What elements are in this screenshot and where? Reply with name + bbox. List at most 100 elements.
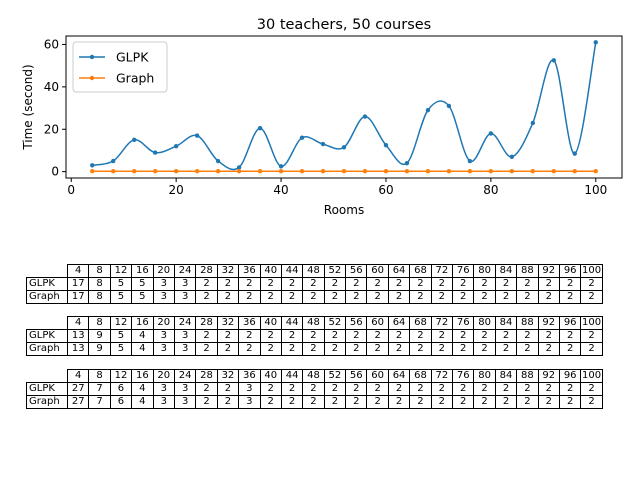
table-cell: 3 xyxy=(173,395,197,409)
data-point xyxy=(551,58,557,63)
table-cell: 2 xyxy=(452,395,475,409)
table-cell: 3 xyxy=(173,342,197,356)
table-cell: 2 xyxy=(280,290,304,304)
table-header-cell: 4 xyxy=(66,316,90,330)
table-header-cell: 12 xyxy=(109,316,133,330)
table-cell: 2 xyxy=(216,342,240,356)
table-header-cell: 16 xyxy=(131,316,154,330)
table-row: Graph 17 8 5 5 3 3 2 2 2 2 2 2 2 2 2 2 2 2 2 2 2 2 2 2 2 xyxy=(26,290,603,304)
table-header-cell: 64 xyxy=(387,264,411,278)
data-point xyxy=(90,163,95,168)
table-cell: 2 xyxy=(302,290,325,304)
data-point xyxy=(257,169,263,174)
table-header-cell: 80 xyxy=(473,264,496,278)
table-cell: 2 xyxy=(494,382,518,396)
table-cell: 2 xyxy=(473,290,496,304)
table-corner xyxy=(27,370,68,383)
data-point xyxy=(299,169,305,174)
table-cell: 8 xyxy=(88,277,111,291)
table-cell: 2 xyxy=(302,342,325,356)
table-header-cell: 40 xyxy=(259,264,282,278)
table-cell: 2 xyxy=(558,290,582,304)
data-point xyxy=(509,169,515,174)
table-cell: 3 xyxy=(152,277,175,291)
table-cell: 2 xyxy=(537,342,560,356)
series-line-glpk xyxy=(92,42,597,171)
data-point xyxy=(383,142,389,148)
table-header-cell: 88 xyxy=(516,316,539,330)
table-cell: 2 xyxy=(259,329,282,343)
table-cell: 2 xyxy=(537,382,560,396)
legend-label: Graph xyxy=(116,71,154,86)
table-header-cell: 76 xyxy=(452,369,475,383)
data-point xyxy=(362,169,368,174)
y-tick-label: 20 xyxy=(44,122,59,136)
table-cell: 2 xyxy=(195,290,218,304)
table-cell: 2 xyxy=(323,382,347,396)
table-cell: 2 xyxy=(387,290,411,304)
table-header-cell: 48 xyxy=(302,369,325,383)
table-cell: 2 xyxy=(280,329,304,343)
table-cell: 2 xyxy=(216,395,240,409)
table-row-label: Graph xyxy=(26,342,68,356)
table-header-cell: 52 xyxy=(323,264,347,278)
y-tick-label: 40 xyxy=(44,80,59,94)
table-header-cell: 68 xyxy=(409,316,432,330)
table-cell: 2 xyxy=(280,277,304,291)
axes-frame xyxy=(65,35,623,179)
table-header-row: 4 8 12 16 20 24 28 32 36 40 44 48 52 56 60 64 68 72 76 80 84… xyxy=(27,369,603,383)
table-cell: 17 xyxy=(66,290,90,304)
x-tick-label: 0 xyxy=(67,183,75,197)
data-point xyxy=(593,40,598,45)
table-cell: 7 xyxy=(88,382,111,396)
table-cell: 2 xyxy=(430,290,454,304)
data-point xyxy=(572,151,577,156)
table-cell: 2 xyxy=(430,329,454,343)
table-header-cell: 8 xyxy=(88,316,111,330)
table-header-cell: 72 xyxy=(430,316,454,330)
table-header-cell: 40 xyxy=(259,316,282,330)
x-axis-label: Rooms xyxy=(324,203,364,217)
table-cell: 2 xyxy=(580,277,603,291)
table-cell: 27 xyxy=(66,382,90,396)
table-header-cell: 20 xyxy=(152,316,175,330)
table-cell: 2 xyxy=(259,290,282,304)
table-cell: 2 xyxy=(238,277,261,291)
data-point xyxy=(530,120,536,126)
table-cell: 2 xyxy=(452,382,475,396)
table-cell: 5 xyxy=(131,277,154,291)
table-cell: 2 xyxy=(409,329,432,343)
table-cell: 2 xyxy=(537,290,560,304)
data-point xyxy=(467,158,473,164)
data-point xyxy=(446,103,452,109)
table-cell: 2 xyxy=(516,277,539,291)
table-cell: 2 xyxy=(494,290,518,304)
table-row: GLPK 17 8 5 5 3 3 2 2 2 2 2 2 2 2 2 2 2 2 2 2 2 2 2 2 2 xyxy=(26,277,603,291)
table-cell: 2 xyxy=(409,290,432,304)
table-header-cell: 36 xyxy=(238,316,261,330)
table-cell: 3 xyxy=(152,382,175,396)
table-cell: 2 xyxy=(323,329,347,343)
table-header-cell: 16 xyxy=(131,369,154,383)
data-point xyxy=(425,107,431,113)
data-point xyxy=(509,154,515,160)
table-header-cell: 80 xyxy=(473,369,496,383)
x-tick-label: 40 xyxy=(273,183,288,197)
table-header-cell: 8 xyxy=(88,369,111,383)
table-cell: 6 xyxy=(109,395,133,409)
table-cell: 2 xyxy=(473,342,496,356)
table-cell: 5 xyxy=(109,277,133,291)
table-cell: 2 xyxy=(323,290,347,304)
x-tick-label: 80 xyxy=(483,183,498,197)
table-cell: 3 xyxy=(173,290,197,304)
table-cell: 2 xyxy=(280,382,304,396)
table-cell: 2 xyxy=(430,342,454,356)
table-header-cell: 84 xyxy=(494,316,518,330)
table-cell: 2 xyxy=(366,382,389,396)
data-point xyxy=(320,141,326,147)
table-cell: 6 xyxy=(109,382,133,396)
table-cell: 2 xyxy=(558,329,582,343)
table-header-cell: 60 xyxy=(366,369,389,383)
table-header-row: 4 8 12 16 20 24 28 32 36 40 44 48 52 56 60 64 68 72 76 80 84… xyxy=(27,316,603,330)
